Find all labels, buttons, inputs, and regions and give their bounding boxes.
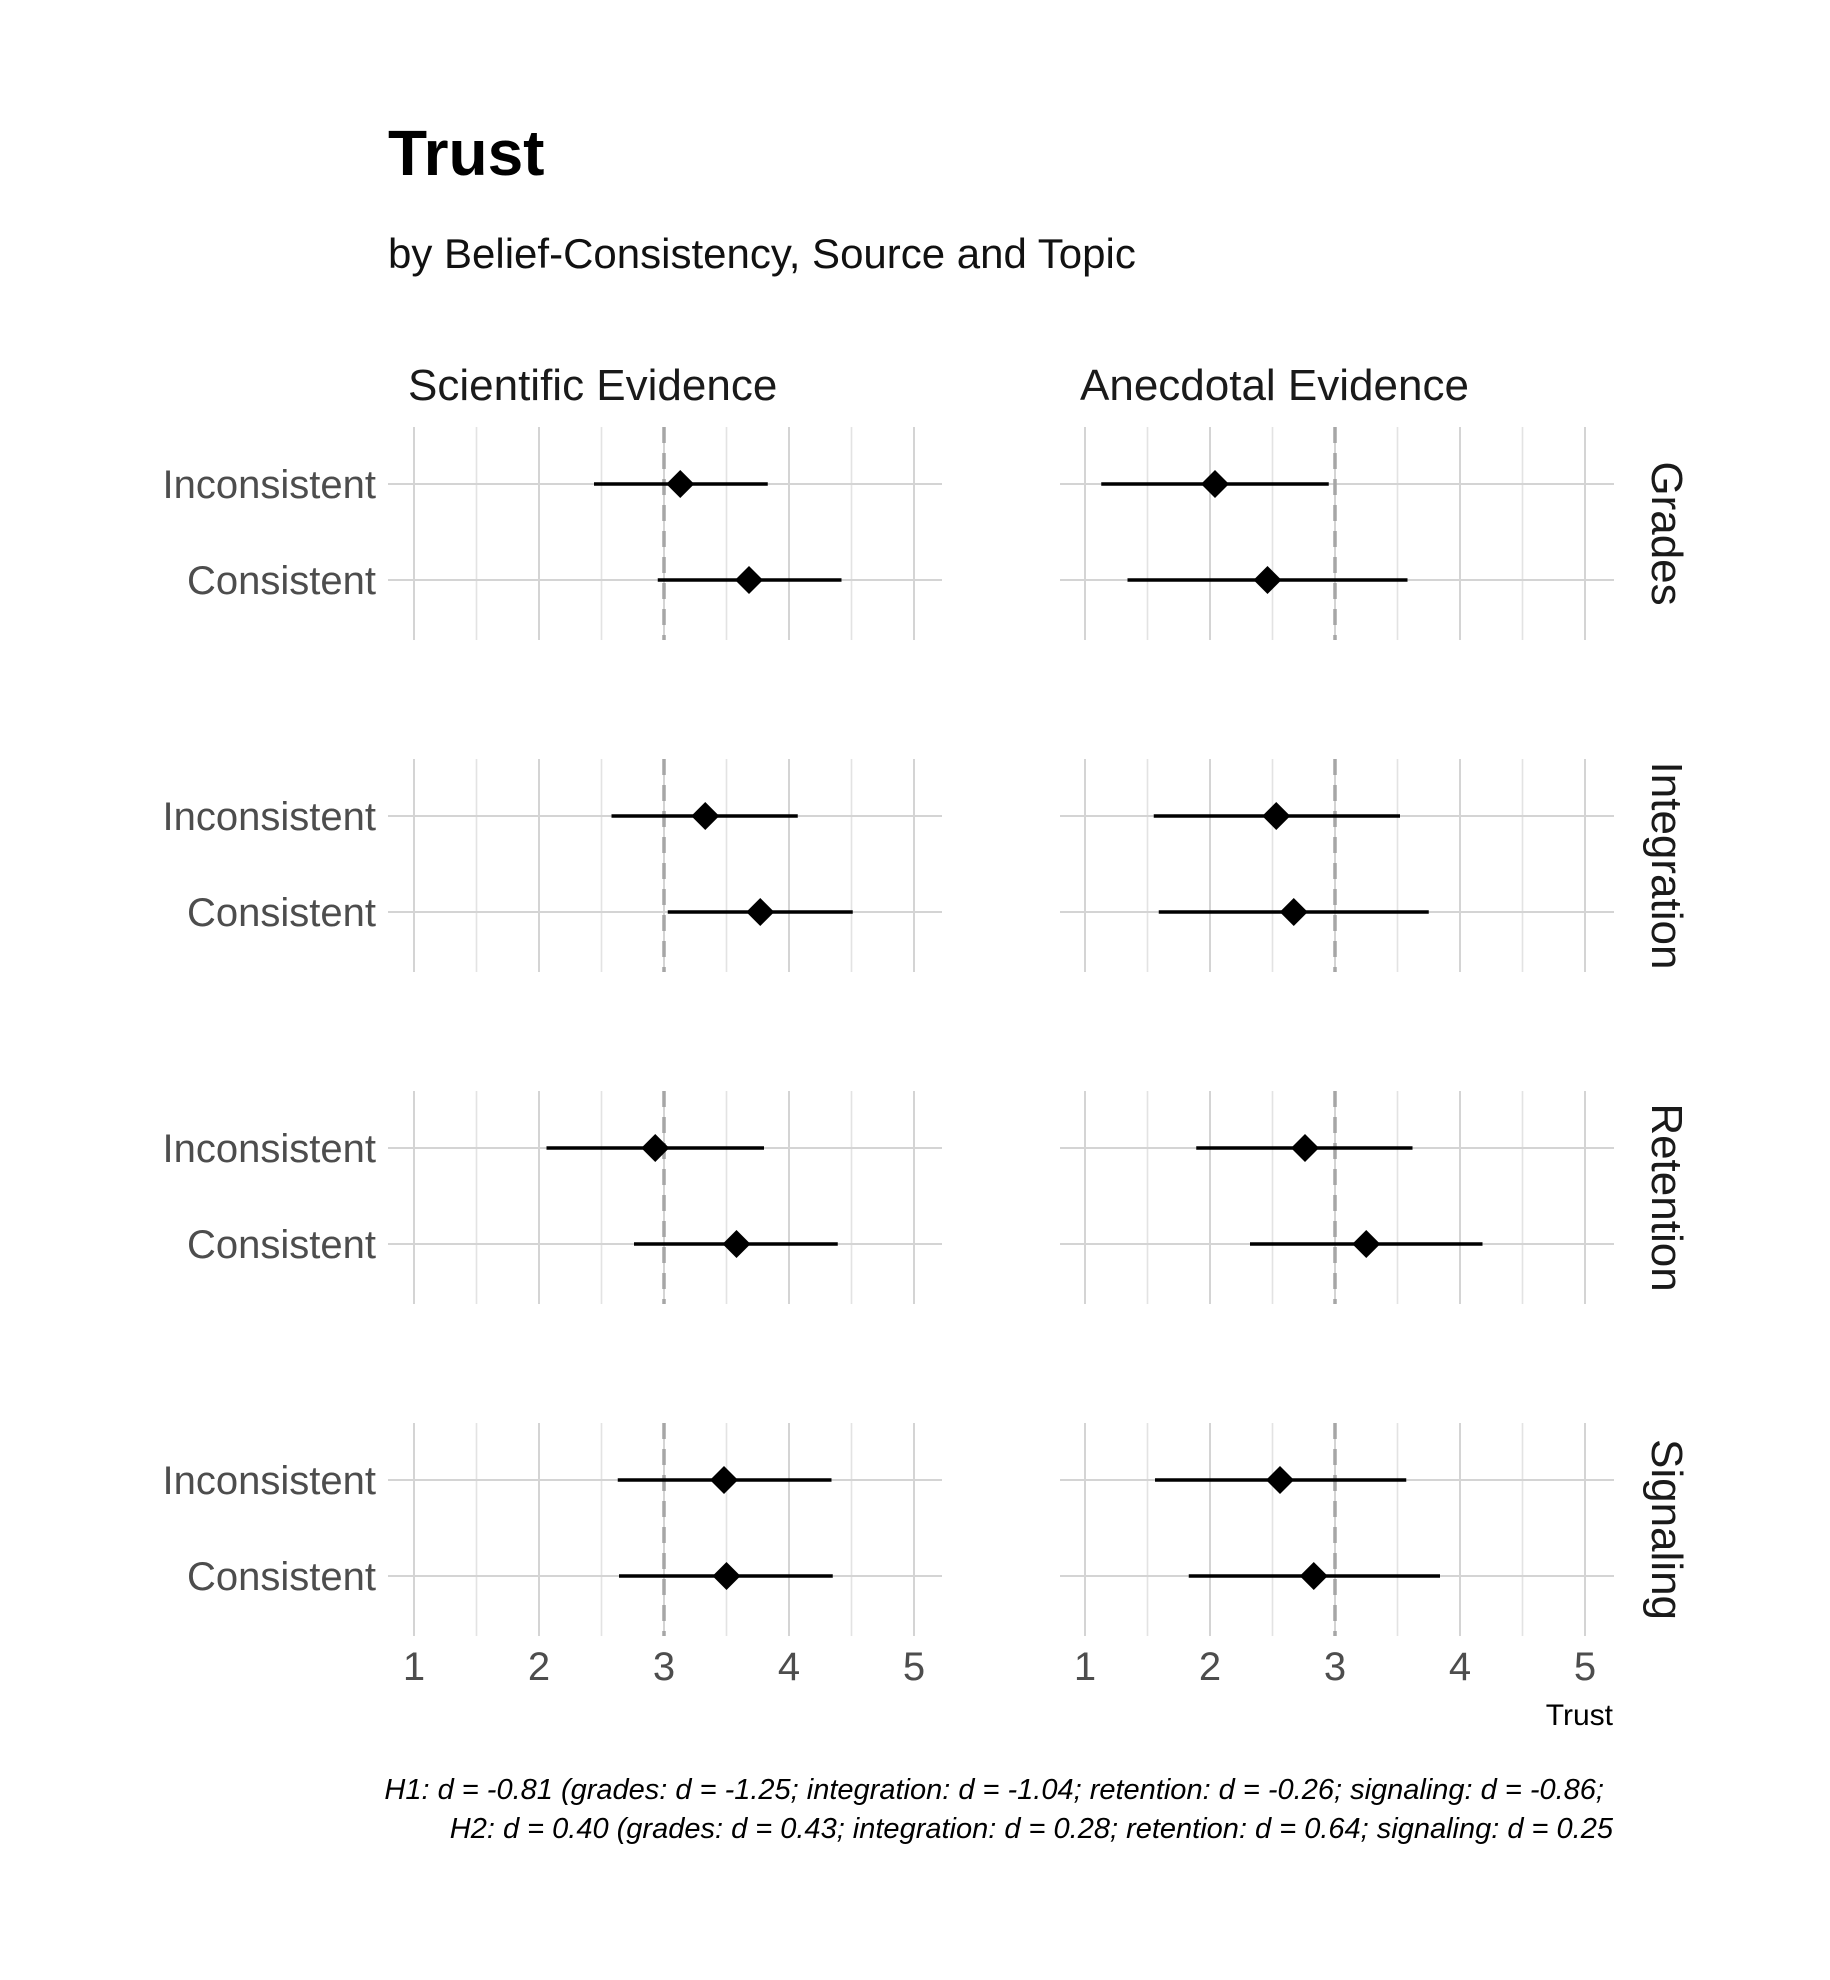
column-strip-scientific-evidence: Scientific Evidence	[408, 361, 777, 410]
chart-title: Trust	[388, 117, 544, 189]
panel-anecdotal-evidence-signaling: 1 2 3 4 5	[1060, 1423, 1614, 1689]
point-inconsistent	[691, 802, 720, 830]
panel-scientific-evidence-grades: Inconsistent Consistent	[163, 427, 942, 640]
column-strip-anecdotal-evidence: Anecdotal Evidence	[1080, 361, 1469, 410]
point-consistent	[1253, 566, 1282, 594]
x-tick-label: 4	[778, 1645, 800, 1689]
panel-scientific-evidence-integration: Inconsistent Consistent	[163, 759, 942, 972]
chart-subtitle: by Belief-Consistency, Source and Topic	[388, 230, 1136, 277]
x-tick-label: 4	[1449, 1645, 1471, 1689]
y-label-inconsistent: Inconsistent	[163, 463, 376, 507]
point-inconsistent	[1266, 1466, 1294, 1494]
x-axis-title: Trust	[1546, 1699, 1614, 1732]
panel-anecdotal-evidence-retention	[1060, 1091, 1614, 1304]
x-tick-label: 5	[1574, 1645, 1596, 1689]
point-inconsistent	[1262, 802, 1291, 830]
point-consistent	[712, 1562, 741, 1590]
x-tick-label: 2	[1199, 1645, 1221, 1689]
point-inconsistent	[1201, 470, 1229, 498]
x-tick-label: 3	[653, 1645, 675, 1689]
row-strip-signaling: Signaling	[1642, 1439, 1691, 1620]
point-inconsistent	[1291, 1134, 1319, 1162]
row-strip-grades: Grades	[1642, 461, 1691, 605]
point-consistent	[722, 1230, 751, 1258]
row-strip-retention: Retention	[1642, 1103, 1691, 1291]
panel-anecdotal-evidence-grades	[1060, 427, 1614, 640]
point-consistent	[1352, 1230, 1381, 1258]
y-label-inconsistent: Inconsistent	[163, 1459, 376, 1503]
panel-scientific-evidence-retention: Inconsistent Consistent	[163, 1091, 942, 1304]
y-label-inconsistent: Inconsistent	[163, 1127, 376, 1171]
point-inconsistent	[641, 1134, 670, 1162]
facet-panels: Scientific Evidence Anecdotal Evidence Gra…	[163, 361, 1691, 1689]
caption-line-h1: H1: d = -0.81 (grades: d = -1.25; integr…	[384, 1774, 1604, 1806]
point-inconsistent	[710, 1466, 738, 1494]
x-tick-label: 2	[528, 1645, 550, 1689]
point-consistent	[1279, 898, 1308, 926]
x-tick-label: 1	[1074, 1645, 1096, 1689]
caption-line-h2: H2: d = 0.40 (grades: d = 0.43; integrat…	[450, 1813, 1614, 1845]
x-tick-label: 3	[1324, 1645, 1346, 1689]
row-strip-integration: Integration	[1642, 762, 1691, 970]
point-inconsistent	[666, 470, 695, 498]
y-label-consistent: Consistent	[187, 1223, 376, 1267]
y-label-consistent: Consistent	[187, 559, 376, 603]
y-label-inconsistent: Inconsistent	[163, 795, 376, 839]
y-label-consistent: Consistent	[187, 891, 376, 935]
x-tick-label: 5	[903, 1645, 925, 1689]
panel-scientific-evidence-signaling: Inconsistent Consistent 1 2 3 4 5	[163, 1423, 942, 1689]
y-label-consistent: Consistent	[187, 1555, 376, 1599]
point-consistent	[735, 566, 763, 594]
panel-anecdotal-evidence-integration	[1060, 759, 1614, 972]
point-consistent	[746, 898, 775, 926]
x-tick-label: 1	[403, 1645, 425, 1689]
point-consistent	[1299, 1562, 1328, 1590]
